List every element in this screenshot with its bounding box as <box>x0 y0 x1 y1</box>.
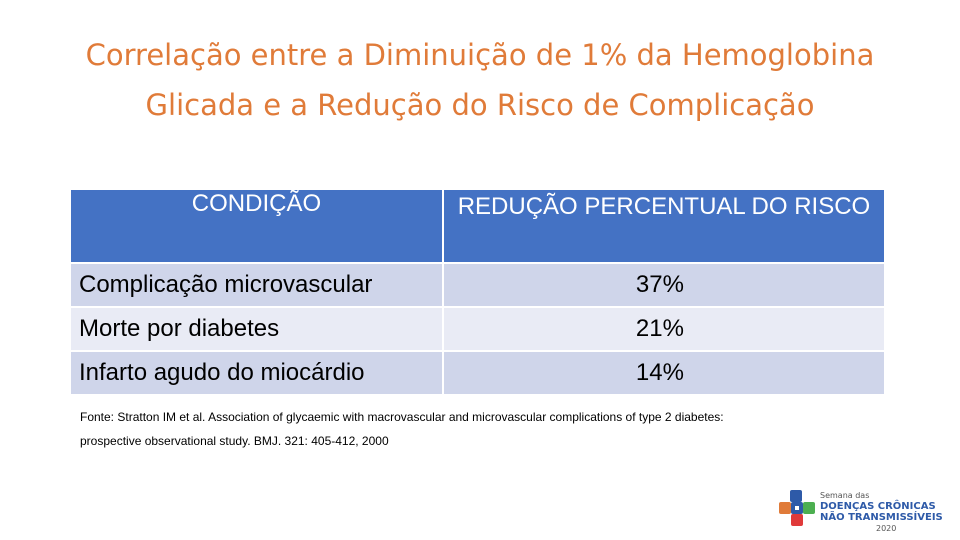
logo-line-2: DOENÇAS CRÔNICAS <box>820 501 936 512</box>
risk-reduction-table: CONDIÇÃO REDUÇÃO PERCENTUAL DO RISCO Com… <box>69 188 887 396</box>
condition-cell: Morte por diabetes <box>69 306 444 352</box>
value-cell: 37% <box>441 262 887 308</box>
source-line-1: Fonte: Stratton IM et al. Association of… <box>80 410 724 424</box>
puzzle-cross-icon <box>779 490 815 526</box>
header-condition: CONDIÇÃO <box>69 188 444 264</box>
table-row: Morte por diabetes 21% <box>69 306 887 352</box>
event-logo: Semana das DOENÇAS CRÔNICAS NÃO TRANSMIS… <box>778 488 948 534</box>
slide-title-line-2: Glicada e a Redução do Risco de Complica… <box>145 88 815 122</box>
value-cell: 21% <box>441 306 887 352</box>
header-risk-reduction: REDUÇÃO PERCENTUAL DO RISCO <box>441 188 887 264</box>
table-header-row: CONDIÇÃO REDUÇÃO PERCENTUAL DO RISCO <box>69 188 887 264</box>
condition-cell: Complicação microvascular <box>69 262 444 308</box>
condition-cell: Infarto agudo do miocárdio <box>69 350 444 396</box>
slide-title-line-1: Correlação entre a Diminuição de 1% da H… <box>85 38 875 72</box>
slide-title: Correlação entre a Diminuição de 1% da H… <box>0 30 960 130</box>
source-citation: Fonte: Stratton IM et al. Association of… <box>80 405 880 453</box>
logo-line-3: NÃO TRANSMISSÍVEIS <box>820 512 943 523</box>
logo-text: Semana das DOENÇAS CRÔNICAS NÃO TRANSMIS… <box>820 490 943 534</box>
logo-line-1: Semana das <box>820 491 870 500</box>
table-row: Complicação microvascular 37% <box>69 262 887 308</box>
source-line-2: prospective observational study. BMJ. 32… <box>80 434 389 448</box>
logo-line-4: 2020 <box>876 524 897 533</box>
table-row: Infarto agudo do miocárdio 14% <box>69 350 887 396</box>
value-cell: 14% <box>441 350 887 396</box>
